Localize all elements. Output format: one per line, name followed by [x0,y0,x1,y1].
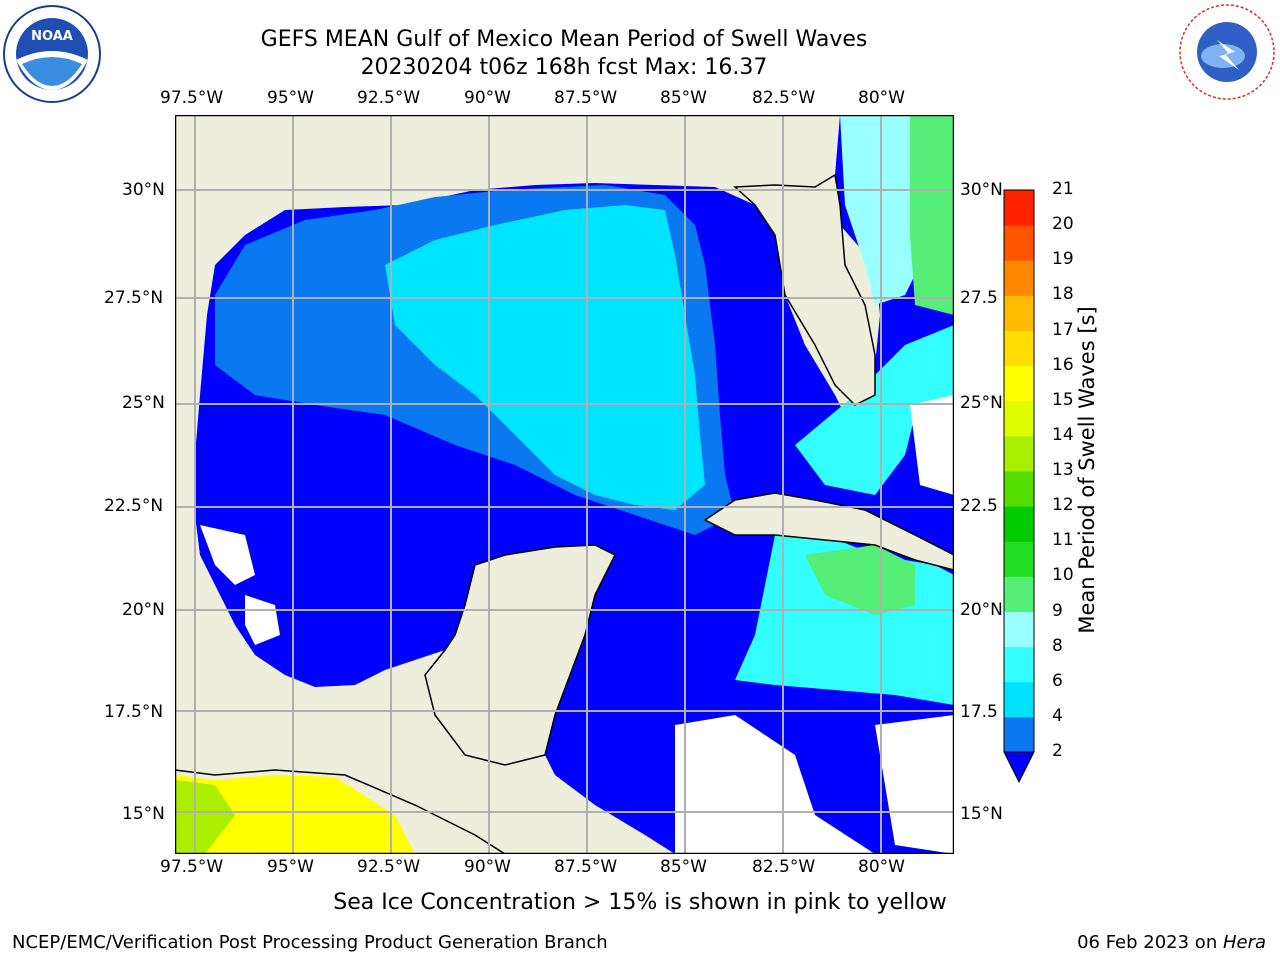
lon-tick-top: 87.5°W [554,88,618,108]
footer-date: 06 Feb 2023 on Hera [1077,932,1266,953]
colorbar-tick-label: 16 [1052,354,1074,375]
lat-tick-left: 20°N [122,600,165,620]
colorbar-frame [1003,189,1035,753]
nodata-patch-1 [675,715,875,854]
colorbar-tick-label: 8 [1052,635,1063,656]
colorbar-segment [1004,506,1034,542]
colorbar-segment [1004,681,1034,718]
colorbar-segment [1004,611,1034,648]
colorbar-segment [1004,330,1034,367]
colorbar-segment [1004,190,1034,226]
colorbar-segment [1004,541,1034,577]
colorbar-segment [1004,435,1034,472]
lon-tick-bottom: 87.5°W [554,857,618,877]
cyan-region [385,205,705,510]
colorbar-tick-label: 14 [1052,424,1074,445]
lon-tick-bottom: 92.5°W [357,857,421,877]
swell-period-map [174,114,955,855]
lat-tick-right: 17.5 [960,702,998,722]
lat-tick-right: 25°N [960,393,1003,413]
lon-tick-bottom: 95°W [267,857,314,877]
footer-branch: NCEP/EMC/Verification Post Processing Pr… [12,932,608,953]
colorbar-tick-label: 12 [1052,495,1074,516]
map-title: GEFS MEAN Gulf of Mexico Mean Period of … [260,27,868,52]
colorbar-tick-label: 6 [1052,670,1063,691]
graticule [175,115,954,854]
lat-tick-right: 30°N [960,180,1003,200]
nodata-patch-4 [200,525,255,585]
colorbar-tick-label: 19 [1052,249,1074,270]
lat-tick-right: 20°N [960,600,1003,620]
footer-machine: Hera [1222,932,1266,953]
colorbar-segment [1004,400,1034,437]
colorbar-tick-label: 17 [1052,319,1074,340]
colorbar-segment [1004,471,1034,507]
colorbar-tick-label: 13 [1052,460,1074,480]
lat-tick-left: 25°N [122,393,165,413]
colorbar-segment [1004,225,1034,261]
green-region-atlantic [910,115,954,315]
colorbar-tick-label: 20 [1052,214,1074,235]
nws-logo [1177,2,1277,102]
colorbar-segment [1004,260,1034,296]
colorbar-ticks: 2 4 6 8 9 10 11 12 13 14 15 16 17 18 19 20 21 [1052,179,1102,780]
colorbar-tick-label: 15 [1052,389,1074,410]
lon-tick-bottom: 90°W [464,857,511,877]
lat-tick-left: 17.5°N [104,702,164,722]
lat-tick-left: 30°N [122,180,165,200]
lon-tick-bottom: 82.5°W [752,857,816,877]
lon-tick-top: 80°W [858,88,905,108]
colorbar-tick-label: 10 [1052,565,1074,586]
colorbar-title: Mean Period of Swell Waves [s] [1075,306,1099,634]
caribbean-green [805,545,915,615]
colorbar-tick-label: 9 [1052,600,1063,621]
colorbar-segment [1004,365,1034,402]
map-subtitle: 20230204 t06z 168h fcst Max: 16.37 [360,55,768,80]
noaa-logo: NOAA [2,4,102,104]
lon-tick-top: 95°W [267,88,314,108]
colorbar-under-triangle [1003,751,1035,784]
florida-land [733,173,876,406]
lat-tick-right: 27.5 [960,288,998,308]
lon-tick-top: 82.5°W [752,88,816,108]
lat-tick-left: 27.5°N [104,288,164,308]
nodata-patch-2 [875,715,954,854]
lon-tick-top: 90°W [464,88,511,108]
colorbar-tick-label: 18 [1052,284,1074,305]
footer-date-text: 06 Feb 2023 on [1077,932,1223,953]
lon-tick-bottom: 97.5°W [160,857,224,877]
nodata-patch-3 [910,395,954,495]
nodata-patch-5 [245,595,280,645]
colorbar-tick-label: 11 [1052,530,1074,551]
colorbar-tick-label: 4 [1052,705,1063,726]
lon-tick-top: 92.5°W [357,88,421,108]
svg-text:NOAA: NOAA [31,29,73,44]
colorbar [1000,185,1050,785]
lat-tick-right: 22.5 [960,496,998,516]
lon-tick-top: 85°W [660,88,707,108]
lat-tick-right: 15°N [960,804,1003,824]
colorbar-segment [1004,646,1034,683]
lat-tick-left: 22.5°N [104,496,164,516]
lon-tick-top: 97.5°W [160,88,224,108]
lon-tick-bottom: 80°W [858,857,905,877]
colorbar-segment [1004,716,1034,753]
colorbar-segment [1004,295,1034,331]
lat-tick-left: 15°N [122,804,165,824]
colorbar-tick-label: 2 [1052,741,1063,761]
straits-cyan [795,325,954,495]
pacific-high-swell [175,775,415,854]
sea-ice-note: Sea Ice Concentration > 15% is shown in … [333,890,947,915]
pacific-green-edge [175,780,235,854]
lon-tick-bottom: 85°W [660,857,707,877]
colorbar-segment [1004,576,1034,612]
colorbar-tick-label: 21 [1052,179,1074,199]
